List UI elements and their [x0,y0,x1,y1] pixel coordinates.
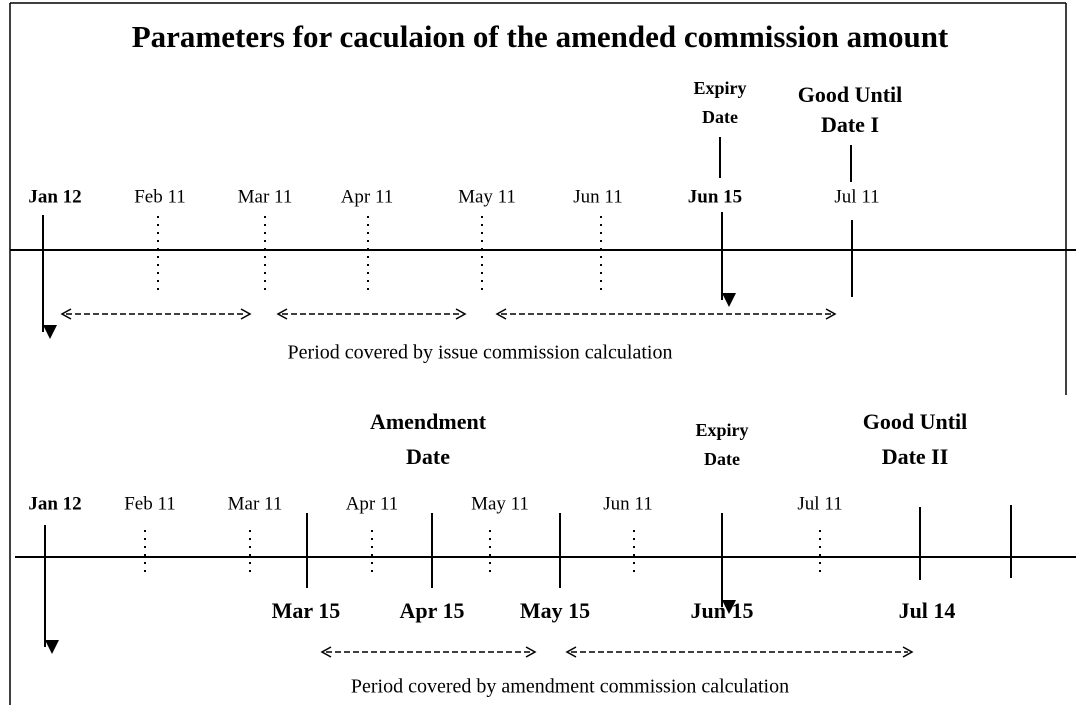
date-label: Apr 11 [341,186,394,207]
date-label: May 11 [458,186,516,207]
date-label: May 11 [471,493,529,514]
date-label: Apr 11 [346,493,399,514]
date-label: Jun 11 [573,186,622,207]
arrow-head [60,308,72,320]
marker-label: Date [702,107,738,127]
caption: Period covered by amendment commission c… [351,676,789,698]
marker-label: Expiry [695,420,748,440]
arrow-head [825,308,837,320]
marker-label: Amendment [370,409,487,434]
date-label: Jan 12 [28,186,81,207]
date-label: Jun 11 [603,493,652,514]
marker-label: Good Until [863,409,968,434]
arrow-head [455,308,467,320]
event-date: Apr 15 [400,598,465,623]
event-date: Jun 15 [691,598,754,623]
date-label: Feb 11 [134,186,186,207]
event-date: Jul 14 [899,598,956,623]
date-label: Feb 11 [124,493,176,514]
event-date: Mar 15 [272,598,341,623]
date-label: Jan 12 [28,493,81,514]
arrow-head [276,308,288,320]
marker-label: Date I [821,112,879,137]
arrow-head [565,646,577,658]
issue-timeline: Expiry Date Good Until Date I Jan 12 Feb 11 Ma… [10,78,1076,364]
date-label: Mar 11 [228,493,283,514]
marker-label: Date II [882,444,949,469]
date-label: Jul 11 [834,186,879,207]
caption: Period covered by issue commission calcu… [288,342,673,364]
arrow-head [495,308,507,320]
arrow-head [240,308,252,320]
marker-label: Good Until [798,82,903,107]
arrow-head [525,646,537,658]
date-label: Jun 15 [688,186,742,207]
marker-label: Expiry [693,78,746,98]
date-label: Jul 11 [797,493,842,514]
arrow-head [902,646,914,658]
amendment-timeline: Amendment Date Expiry Date Good Until Date II… [15,409,1076,698]
event-date: May 15 [520,598,590,623]
date-label: Mar 11 [238,186,293,207]
title: Parameters for caculaion of the amended … [132,19,949,54]
marker-label: Date [704,449,740,469]
marker-label: Date [406,444,450,469]
frame [9,2,1067,705]
arrow-head [320,646,332,658]
